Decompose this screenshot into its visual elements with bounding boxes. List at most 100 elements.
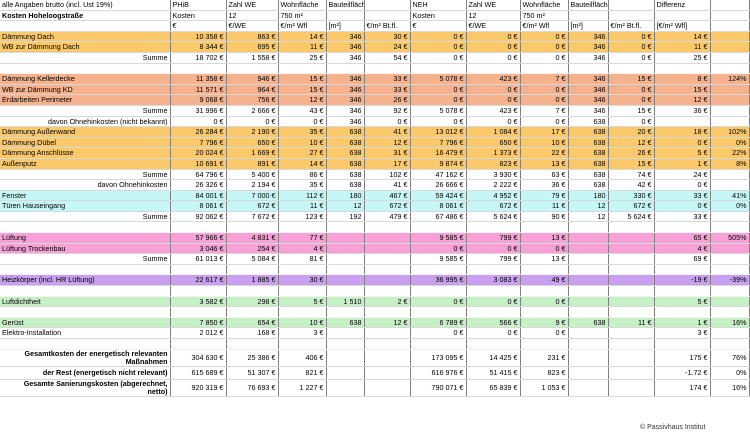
table-cell: 47 162 € — [410, 169, 467, 181]
table-cell: 0 € — [608, 31, 655, 43]
table-cell: Kosten Hoheloogstraße — [0, 10, 171, 22]
table-cell — [568, 274, 609, 287]
table-cell: 346 — [568, 31, 609, 43]
table-cell: 5 078 € — [410, 105, 467, 117]
table-cell — [326, 221, 365, 234]
table-cell: 92 062 € — [170, 211, 227, 223]
table-cell — [466, 221, 521, 234]
table-cell — [710, 296, 750, 308]
table-cell — [608, 306, 655, 318]
table-cell — [654, 63, 711, 75]
table-cell: 92 € — [364, 105, 411, 117]
table-cell — [364, 243, 411, 255]
table-cell: Elektro-Installation — [0, 327, 171, 339]
table-cell: 0 € — [466, 116, 521, 128]
table-cell — [326, 285, 365, 297]
table-cell: [€/m² Wfl] — [654, 20, 711, 32]
table-cell: 77 € — [278, 232, 327, 244]
table-cell: 7 € — [520, 73, 569, 85]
table-cell — [326, 379, 365, 397]
table-cell: 10 358 € — [170, 31, 227, 43]
table-cell: Dämmung Anschlüsse — [0, 147, 171, 159]
summe-row: Summe 64 796 €5 400 €86 €638 102 €47 162 €… — [0, 169, 750, 181]
table-cell: 16% — [710, 317, 750, 329]
table-cell: 12 € — [364, 137, 411, 149]
table-cell: 64 796 € — [170, 169, 227, 181]
table-cell: 638 — [568, 116, 609, 128]
table-cell: € — [170, 20, 227, 32]
table-cell — [326, 264, 365, 276]
summe-row: Summe 31 996 €2 666 €43 €346 92 €5 078 €42… — [0, 105, 750, 117]
table-cell: WB zur Dämmung KD — [0, 84, 171, 96]
table-cell: 638 — [326, 147, 365, 159]
table-cell: 638 — [326, 158, 365, 170]
table-cell: Gerüst — [0, 317, 171, 329]
table-cell — [226, 338, 279, 350]
table-cell: 638 — [568, 158, 609, 170]
table-cell: 638 — [326, 179, 365, 191]
table-cell — [710, 52, 750, 64]
table-cell: 11 € — [278, 200, 327, 212]
table-cell — [568, 306, 609, 318]
table-cell: 13 € — [520, 232, 569, 244]
table-cell: 0 € — [466, 243, 521, 255]
table-cell — [0, 20, 171, 32]
table-cell: 6 789 € — [410, 317, 467, 329]
table-row: Türen Hauseingang 8 061 €672 €11 €12 672 €… — [0, 200, 750, 212]
table-cell: 124% — [710, 73, 750, 85]
table-cell: 41% — [710, 190, 750, 202]
table-cell: 0 € — [466, 84, 521, 96]
table-cell: 920 319 € — [170, 379, 227, 397]
table-cell: 0 € — [364, 116, 411, 128]
table-cell — [278, 221, 327, 234]
table-cell — [0, 306, 171, 318]
table-cell: 1 510 — [326, 296, 365, 308]
table-cell — [326, 338, 365, 350]
table-cell: 0% — [710, 137, 750, 149]
table-cell: 821 € — [278, 366, 327, 380]
table-row: WB zur Dämmung KD 11 571 €964 €15 €346 33 … — [0, 84, 750, 96]
table-cell: €/WE — [466, 20, 521, 32]
table-cell: 0 € — [654, 179, 711, 191]
table-cell — [608, 264, 655, 276]
table-cell — [326, 306, 365, 318]
table-cell — [410, 264, 467, 276]
table-cell: 26 326 € — [170, 179, 227, 191]
table-cell — [568, 296, 609, 308]
table-cell: der Rest (energetisch nicht relevant) — [0, 366, 171, 380]
table-cell: 638 — [568, 147, 609, 159]
table-cell: 81 € — [278, 253, 327, 265]
table-cell: 298 € — [226, 296, 279, 308]
table-cell: 0 € — [410, 31, 467, 43]
table-cell: 1 885 € — [226, 274, 279, 287]
table-cell: 65 839 € — [466, 379, 521, 397]
table-cell: 49 € — [520, 274, 569, 287]
table-cell: 638 — [568, 179, 609, 191]
table-cell: 35 € — [278, 179, 327, 191]
table-cell: [m²] — [568, 20, 609, 32]
table-cell: 672 € — [608, 200, 655, 212]
table-cell — [568, 348, 609, 367]
table-cell: Summe — [0, 253, 171, 265]
table-cell: 33 € — [654, 190, 711, 202]
summe-row: davon Ohnehinkosten 26 326 €2 194 €35 €63… — [0, 179, 750, 191]
table-cell: 0 € — [466, 327, 521, 339]
table-cell: 42 € — [608, 179, 655, 191]
table-cell: 102% — [710, 126, 750, 138]
table-cell: 0 € — [520, 84, 569, 96]
table-cell: 3 930 € — [466, 169, 521, 181]
table-cell — [0, 285, 171, 297]
table-cell: €/m² Wfl — [278, 20, 327, 32]
table-cell: 12 € — [364, 317, 411, 329]
table-cell — [568, 243, 609, 255]
table-cell: 823 € — [520, 366, 569, 380]
table-cell: 15 € — [608, 105, 655, 117]
table-cell: 0 € — [170, 116, 227, 128]
table-cell — [364, 274, 411, 287]
table-cell — [710, 31, 750, 43]
table-cell: 346 — [568, 41, 609, 53]
table-cell: 479 € — [364, 211, 411, 223]
table-cell — [326, 10, 365, 22]
table-cell — [0, 338, 171, 350]
table-cell: 1 € — [654, 158, 711, 170]
